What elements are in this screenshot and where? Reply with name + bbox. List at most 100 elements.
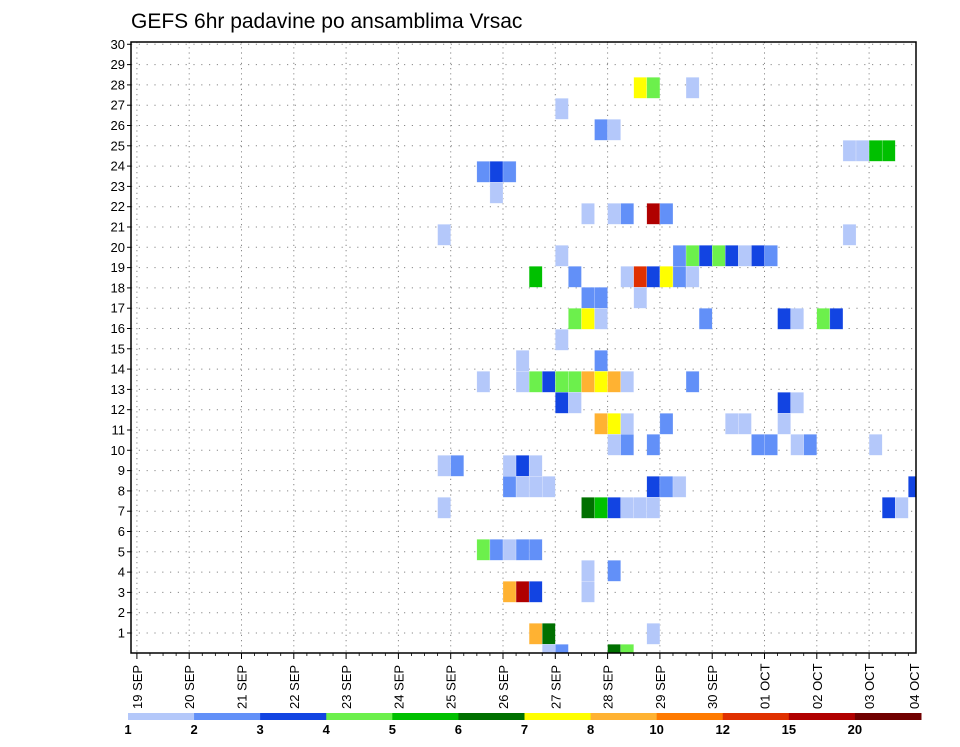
heatmap-cell [620, 413, 634, 435]
heatmap-cell [842, 224, 857, 246]
heatmap-cell [646, 497, 661, 519]
heatmap-cell [672, 266, 687, 288]
legend-label: 6 [455, 722, 462, 737]
heatmap-cell [568, 392, 582, 414]
heatmap-cell [725, 245, 739, 267]
heatmap-cell [555, 329, 569, 351]
heatmap-cell [568, 371, 582, 393]
y-tick-label: 1 [118, 626, 125, 641]
legend-label: 1 [124, 722, 131, 737]
heatmap-cell [685, 77, 700, 99]
heatmap-cells [437, 77, 916, 653]
legend-swatch [524, 713, 592, 720]
heatmap-cell [646, 203, 661, 225]
x-tick-label: 26 SEP [496, 665, 511, 709]
heatmap-cell [620, 497, 634, 519]
heatmap-cell [502, 581, 517, 603]
heatmap-cell [542, 371, 556, 393]
y-tick-label: 29 [111, 57, 125, 72]
heatmap-cell [528, 266, 543, 288]
heatmap-cell [542, 644, 556, 653]
legend-label: 2 [190, 722, 197, 737]
heatmap-cell [502, 161, 517, 183]
heatmap-cell [555, 644, 569, 653]
heatmap-cell [528, 539, 543, 561]
heatmap-cell [437, 497, 451, 519]
legend-swatch [194, 713, 261, 720]
heatmap-cell [659, 413, 674, 435]
heatmap-cell [502, 455, 517, 477]
heatmap-cell [594, 287, 608, 309]
heatmap-cell [764, 245, 778, 267]
heatmap-cell [908, 476, 916, 498]
heatmap-cell [790, 308, 804, 330]
heatmap-cell [581, 497, 595, 519]
heatmap-cell [620, 434, 634, 456]
heatmap-cell [515, 581, 530, 603]
heatmap-cell [685, 266, 700, 288]
heatmap-cell [829, 308, 844, 330]
heatmap-cell [881, 497, 896, 519]
y-tick-label: 24 [111, 159, 125, 174]
y-tick-label: 15 [111, 341, 125, 356]
y-tick-label: 14 [111, 362, 125, 377]
heatmap-cell [842, 140, 857, 162]
x-tick-label: 23 SEP [339, 665, 354, 709]
heatmap-cell [855, 140, 870, 162]
legend-swatch [458, 713, 525, 720]
heatmap-cell [476, 371, 491, 393]
heatmap-cell [646, 77, 661, 99]
heatmap-cell [594, 119, 608, 141]
x-tick-label: 02 OCT [810, 663, 825, 709]
y-tick-label: 20 [111, 240, 125, 255]
heatmap-cell [515, 350, 530, 372]
chart-title: GEFS 6hr padavine po ansamblima Vrsac [131, 10, 522, 33]
heatmap-cell [489, 161, 504, 183]
heatmap-cell [607, 644, 621, 653]
y-tick-label: 4 [118, 565, 125, 580]
heatmap-cell [594, 371, 608, 393]
legend-label: 10 [649, 722, 663, 737]
y-tick-label: 27 [111, 98, 125, 113]
heatmap-cell [895, 497, 909, 519]
heatmap-cell [790, 434, 804, 456]
y-tick-label: 12 [111, 402, 125, 417]
heatmap-cell [594, 413, 608, 435]
y-tick-label: 19 [111, 260, 125, 275]
heatmap-cell [751, 434, 765, 456]
heatmap-cell [594, 308, 608, 330]
heatmap-cell [489, 539, 504, 561]
heatmap-cell [816, 308, 831, 330]
x-tick-label: 01 OCT [758, 663, 773, 709]
legend-label: 7 [521, 722, 528, 737]
heatmap-cell [528, 623, 543, 645]
x-tick-label: 24 SEP [391, 665, 406, 709]
y-tick-label: 17 [111, 301, 125, 316]
heatmap-cell [528, 371, 543, 393]
legend-label: 20 [848, 722, 862, 737]
y-tick-label: 7 [118, 504, 125, 519]
heatmap-cell [594, 497, 608, 519]
legend-swatch [854, 713, 922, 720]
heatmap-cell [607, 497, 621, 519]
heatmap-cell [528, 581, 543, 603]
x-tick-label: 22 SEP [287, 665, 302, 709]
x-tick-label: 30 SEP [705, 665, 720, 709]
y-tick-label: 25 [111, 138, 125, 153]
y-tick-label: 13 [111, 382, 125, 397]
heatmap-cell [594, 350, 608, 372]
heatmap-cell [777, 413, 791, 435]
color-legend: 1 2 3 4 5 6 7 8 10 12 15 20 [124, 713, 922, 737]
heatmap-cell [489, 182, 504, 204]
heatmap-cell [607, 119, 621, 141]
heatmap-cell [607, 434, 621, 456]
heatmap-cell [542, 623, 556, 645]
heatmap-cell [607, 371, 621, 393]
y-tick-label: 28 [111, 77, 125, 92]
heatmap-cell [515, 371, 530, 393]
heatmap-cell [659, 203, 674, 225]
x-tick-label: 28 SEP [601, 665, 616, 709]
heatmap-cell [712, 245, 726, 267]
heatmap-cell [698, 245, 713, 267]
heatmap-cell [868, 140, 883, 162]
